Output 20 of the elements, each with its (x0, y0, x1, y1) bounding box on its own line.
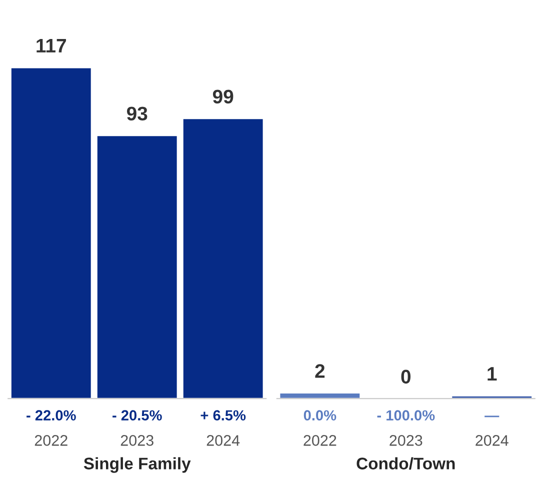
x-tick-label: 2024 (206, 435, 240, 446)
x-tick-label: 2023 (390, 435, 422, 446)
data-label: 0 (401, 370, 411, 384)
data-label: 2 (315, 364, 325, 378)
data-label: 117 (36, 39, 66, 52)
x-tick-label: 2022 (34, 435, 68, 446)
text: - 100.0% (377, 410, 435, 420)
x-axis-title: Single Family (84, 457, 191, 473)
x-tick-label: 2023 (120, 435, 154, 446)
data-label: 99 (212, 90, 234, 104)
x-tick-label: 2022 (304, 435, 336, 446)
data-label: 1 (488, 367, 497, 381)
text: 0.0% (304, 410, 336, 420)
x-tick-label: 2024 (476, 435, 508, 446)
text: - 22.0% (26, 410, 76, 420)
text: + 6.5% (200, 410, 246, 420)
text: - 20.5% (112, 410, 162, 420)
data-label: 93 (126, 106, 148, 121)
text: — (484, 416, 500, 418)
x-axis-title: Condo/Town (356, 457, 455, 470)
